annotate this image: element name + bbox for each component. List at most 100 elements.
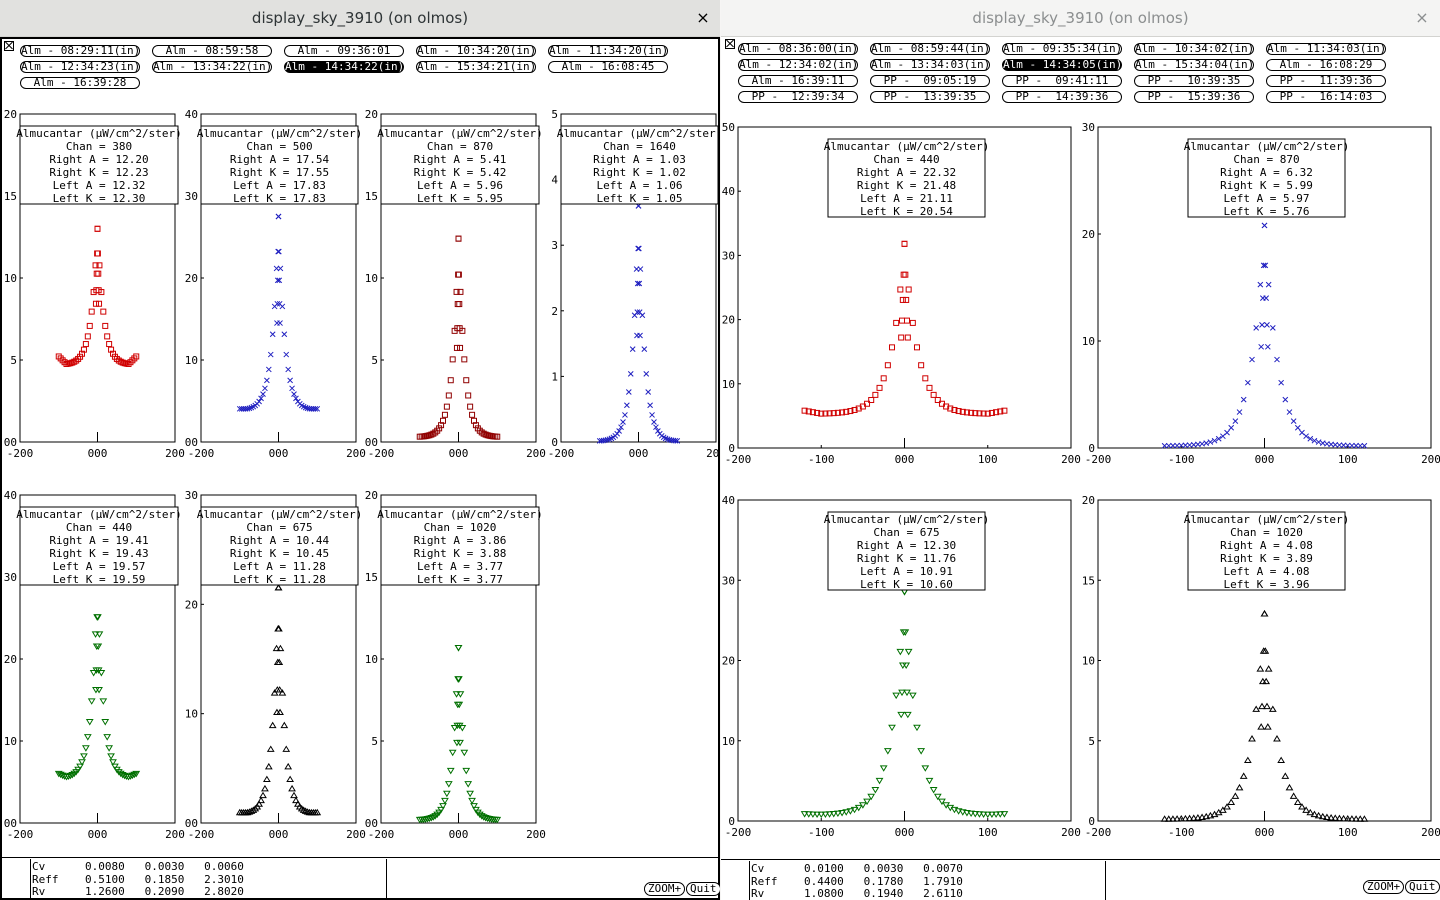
- close-icon[interactable]: ×: [696, 8, 710, 27]
- data-point-triangle: [275, 686, 284, 693]
- data-point-square: [905, 286, 912, 293]
- data-point-triangle: [255, 800, 264, 807]
- time-select-button[interactable]: Alm - 08:36:00(in): [738, 42, 859, 55]
- data-point-triangle: [278, 689, 287, 696]
- time-select-button[interactable]: PP - 16:14:03: [1266, 91, 1386, 103]
- y-tick-label: 10: [722, 735, 735, 748]
- data-point-square: [88, 308, 95, 315]
- data-point-x: [618, 424, 624, 431]
- data-point-triangle: [1352, 815, 1360, 822]
- x-tick-label: -100: [808, 826, 835, 839]
- data-point-square: [86, 322, 93, 329]
- time-select-button[interactable]: PP - 09:41:11: [1002, 75, 1122, 87]
- time-select-button[interactable]: Alm - 14:34:22(in): [284, 60, 405, 73]
- time-select-button[interactable]: Alm - 13:34:03(in): [870, 58, 991, 71]
- time-select-button[interactable]: Alm - 15:34:04(in): [1134, 58, 1255, 71]
- time-select-button[interactable]: Alm - 10:34:20(in): [416, 44, 537, 57]
- almucantar-plot: 0 10 20 30 -200 -100 000 100 200 Almucantar (μW/c…: [1082, 121, 1440, 466]
- time-select-button[interactable]: PP - 09:05:19: [870, 75, 990, 87]
- data-point-triangle: [87, 698, 96, 705]
- time-select-button[interactable]: PP - 15:39:36: [1134, 91, 1254, 103]
- data-point-triangle: [64, 773, 73, 781]
- y-tick-label: 30: [185, 190, 198, 203]
- data-point-square: [129, 357, 136, 364]
- legend-box: [1187, 138, 1346, 218]
- time-select-button[interactable]: Alm - 16:39:11: [738, 75, 858, 87]
- window-titlebar[interactable]: display_sky_3910 (on olmos): [721, 0, 1440, 37]
- time-select-button[interactable]: Alm - 10:34:02(in): [1134, 42, 1255, 55]
- x-tick-label: -200: [1085, 453, 1112, 466]
- time-select-button[interactable]: Alm - 16:08:45: [548, 61, 668, 73]
- time-select-button[interactable]: Alm - 11:34:03(in): [1266, 42, 1387, 55]
- time-select-button[interactable]: Alm - 08:29:11(in): [20, 44, 141, 57]
- data-point-triangle: [892, 692, 901, 700]
- data-point-triangle: [452, 691, 461, 698]
- y-tick-label: 2: [551, 305, 558, 318]
- time-select-button[interactable]: Alm - 09:35:34(in): [1002, 42, 1123, 55]
- time-select-button[interactable]: PP - 11:39:36: [1266, 75, 1386, 87]
- data-point-x: [629, 346, 636, 352]
- data-point-square: [125, 361, 132, 368]
- legend-line: Left K = 1.05: [596, 192, 682, 205]
- time-select-button[interactable]: Alm - 16:08:29: [1266, 59, 1386, 71]
- data-point-x: [1257, 281, 1264, 288]
- data-point-triangle: [821, 811, 830, 818]
- data-point-triangle: [896, 648, 905, 656]
- data-point-square: [847, 408, 854, 415]
- time-select-button[interactable]: PP - 12:39:34: [738, 91, 858, 103]
- data-point-x: [1274, 356, 1280, 363]
- data-point-triangle: [292, 796, 300, 804]
- time-select-button[interactable]: PP - 14:39:36: [1002, 91, 1122, 103]
- y-tick-label: 10: [722, 378, 735, 391]
- data-point-square: [447, 377, 454, 384]
- time-select-button[interactable]: Alm - 15:34:21(in): [416, 60, 537, 73]
- data-point-square: [79, 350, 85, 357]
- x-tick-label: -200: [548, 447, 575, 460]
- data-point-triangle: [1169, 815, 1177, 822]
- data-point-triangle: [858, 802, 867, 809]
- data-point-triangle: [468, 797, 476, 805]
- close-box-icon[interactable]: [4, 41, 14, 51]
- time-select-button[interactable]: Alm - 08:59:44(in): [870, 42, 991, 55]
- time-select-button[interactable]: Alm - 08:59:58: [152, 45, 272, 57]
- data-point-triangle: [1189, 814, 1198, 821]
- legend-line: Right A = 10.44: [230, 534, 330, 547]
- data-point-triangle: [458, 725, 467, 732]
- data-point-square: [900, 271, 907, 278]
- legend-line: Right K = 1.02: [593, 166, 686, 179]
- window-titlebar[interactable]: display_sky_3910 (on olmos): [0, 0, 720, 37]
- data-point-x: [1311, 437, 1318, 444]
- data-point-triangle: [89, 670, 98, 677]
- data-point-square: [426, 432, 433, 439]
- time-select-button[interactable]: Alm - 12:34:23(in): [20, 60, 141, 73]
- legend-line: Right K = 5.99: [1220, 179, 1313, 192]
- data-point-triangle: [274, 583, 283, 591]
- data-point-x: [1264, 343, 1271, 350]
- y-tick-label: 00: [185, 817, 198, 830]
- close-box-icon[interactable]: [725, 39, 735, 49]
- time-select-button[interactable]: PP - 13:39:35: [870, 91, 990, 103]
- data-point-square: [82, 341, 89, 348]
- data-point-triangle: [1289, 792, 1298, 799]
- zoom-button[interactable]: ZOOM+: [1363, 880, 1405, 894]
- time-select-button[interactable]: Alm - 16:39:28: [20, 77, 140, 89]
- quit-button[interactable]: Quit: [1405, 880, 1440, 894]
- data-point-square: [988, 409, 995, 416]
- data-point-triangle: [925, 777, 934, 785]
- time-select-button[interactable]: Alm - 11:34:20(in): [548, 44, 669, 57]
- data-point-x: [1265, 281, 1272, 288]
- data-point-square: [898, 334, 905, 341]
- time-select-button[interactable]: Alm - 14:34:05(in): [1002, 58, 1123, 71]
- close-icon[interactable]: ×: [1415, 8, 1429, 27]
- time-select-button[interactable]: Alm - 12:34:02(in): [738, 58, 859, 71]
- data-point-x: [1259, 322, 1265, 328]
- data-point-x: [1307, 435, 1314, 442]
- data-point-triangle: [1277, 756, 1286, 764]
- data-point-triangle: [813, 811, 821, 819]
- zoom-button[interactable]: ZOOM+: [644, 882, 686, 896]
- time-select-button[interactable]: Alm - 09:36:01: [284, 45, 404, 57]
- time-select-button[interactable]: PP - 10:39:35: [1134, 75, 1254, 87]
- data-point-triangle: [272, 644, 281, 652]
- quit-button[interactable]: Quit: [686, 882, 720, 896]
- time-select-button[interactable]: Alm - 13:34:22(in): [152, 60, 273, 73]
